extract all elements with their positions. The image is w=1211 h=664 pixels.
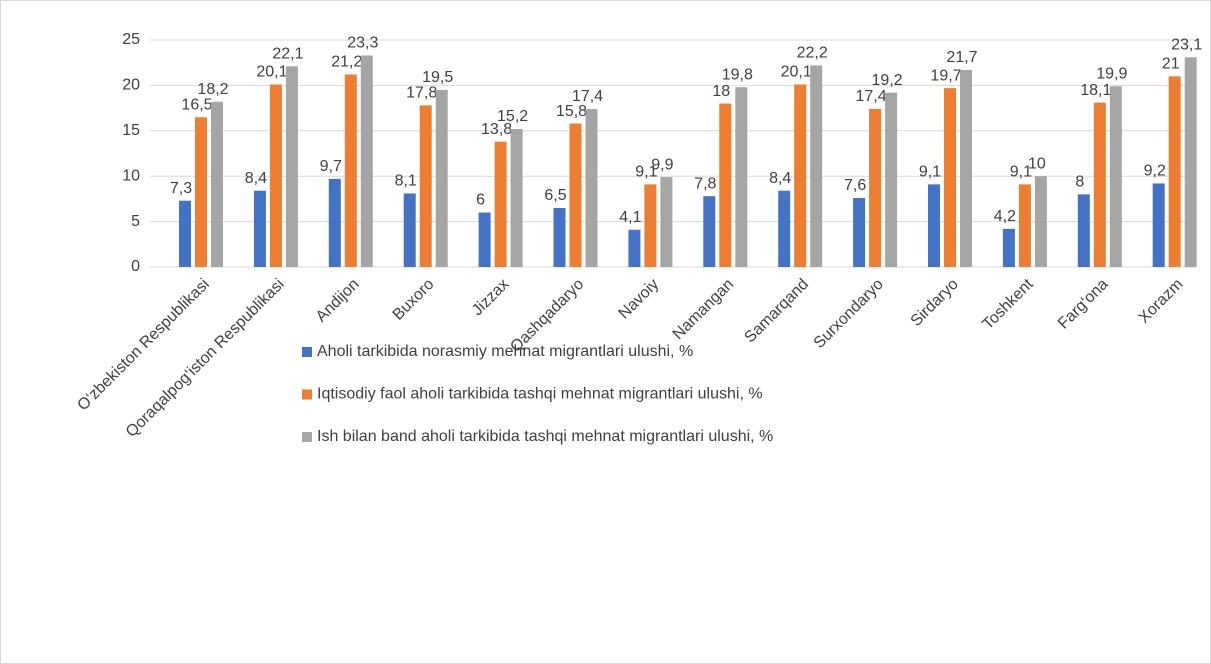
bar [869,109,882,268]
bar [1152,183,1165,267]
value-label: 17,8 [406,85,437,102]
legend-label: Iqtisodiy faol aholi tarkibida tashqi me… [317,386,763,403]
value-label: 15,8 [556,103,587,120]
value-label: 7,6 [844,177,866,194]
y-tick-label: 15 [122,122,140,139]
value-label: 22,1 [272,46,303,63]
y-tick-label: 0 [131,258,140,275]
y-tick-label: 25 [122,31,140,48]
y-tick-label: 20 [122,77,140,94]
value-label: 8,4 [245,170,267,187]
bar [195,117,207,268]
bar [585,109,598,268]
value-label: 8,4 [769,170,791,187]
value-label: 19,7 [930,67,961,84]
bar [928,184,940,267]
value-label: 20,1 [256,64,287,81]
value-label: 17,4 [572,88,603,105]
value-label: 19,9 [1096,66,1127,83]
value-label: 4,1 [619,209,641,226]
legend-swatch [302,432,312,442]
bar [419,105,432,267]
value-label: 15,2 [497,108,528,125]
value-label: 19,8 [722,66,753,83]
bar [703,196,716,267]
bar [478,212,491,267]
bar [360,55,373,267]
value-label: 7,3 [170,180,192,197]
bar [1168,76,1181,267]
value-label: 19,2 [872,72,903,89]
value-label: 21,7 [946,49,977,66]
value-label: 16,5 [181,96,212,113]
legend-label: Ish bilan band aholi tarkibida tashqi me… [317,428,773,445]
bar [1018,184,1031,267]
bar [719,103,732,267]
value-label: 13,8 [481,121,512,138]
bar [1034,176,1047,267]
bar [960,69,972,268]
bar [553,207,566,267]
bar [644,184,657,267]
bar [569,123,582,267]
legend-swatch [302,347,312,357]
value-label: 9,1 [635,164,657,181]
value-label: 4,2 [994,208,1016,225]
value-label: 20,1 [781,64,812,81]
bar [660,177,673,267]
bar [328,178,341,267]
value-label: 9,9 [651,156,673,173]
bar [494,141,507,267]
value-label: 6,5 [544,187,566,204]
value-label: 17,4 [856,88,887,105]
legend-swatch [302,389,312,400]
bar [253,190,266,267]
bar [1077,194,1090,267]
bar [269,84,282,267]
bar [1109,86,1122,267]
bar [510,128,523,267]
value-label: 10 [1028,155,1046,172]
bar [853,197,866,267]
bar [179,200,191,267]
bar [628,229,641,267]
value-label: 9,1 [919,164,941,181]
legend-label: Aholi tarkibida norasmiy mehnat migrantl… [317,343,693,360]
bar [1093,102,1106,267]
value-label: 7,8 [694,175,716,192]
bar [810,65,823,267]
y-tick-label: 5 [131,213,140,230]
bar [403,193,416,267]
value-label: 18,1 [1080,82,1111,99]
y-tick-label: 10 [122,167,140,184]
value-label: 8 [1075,174,1084,191]
value-label: 18 [712,83,730,100]
value-label: 21,2 [331,54,362,71]
value-label: 9,2 [1144,163,1166,180]
value-label: 9,1 [1010,164,1032,181]
bar [735,87,748,267]
value-label: 23,1 [1171,36,1202,53]
value-label: 18,2 [197,81,228,98]
bar [211,101,223,267]
bar [794,84,807,267]
bar [435,89,448,267]
bar [1002,228,1015,267]
bar [778,190,791,267]
value-label: 6 [476,192,485,209]
value-label: 21 [1162,56,1180,73]
bar [285,66,298,267]
value-label: 9,7 [320,158,342,175]
bar [885,92,898,267]
bar [344,74,357,267]
value-label: 19,5 [422,69,453,86]
value-label: 22,2 [797,45,828,62]
bar [1184,57,1197,267]
bar [944,88,956,268]
value-label: 23,3 [347,35,378,52]
value-label: 8,1 [395,173,417,190]
